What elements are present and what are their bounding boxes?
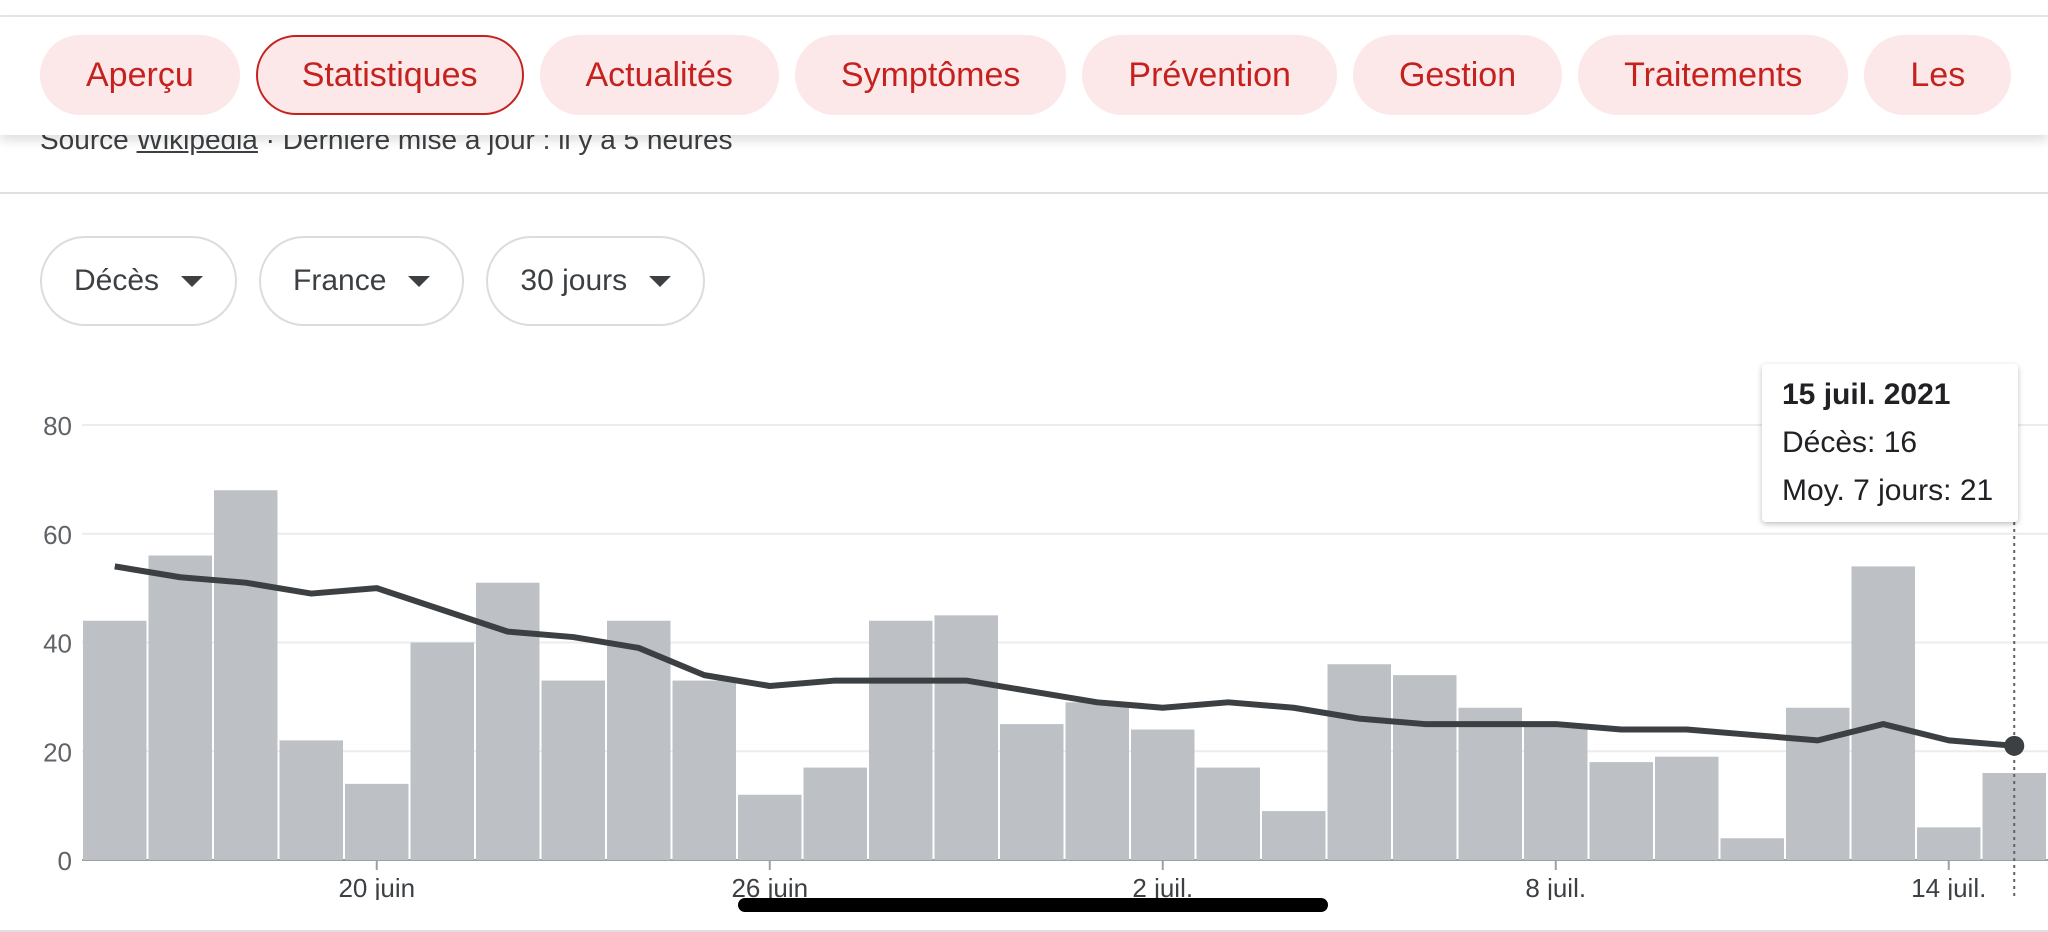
chevron-down-icon (408, 275, 431, 287)
bar (410, 642, 474, 860)
chevron-down-icon (649, 275, 672, 287)
tab-5[interactable]: Gestion (1352, 35, 1563, 115)
bar (345, 783, 409, 860)
bar (1851, 566, 1915, 860)
bar (1065, 702, 1129, 860)
y-tick-label: 40 (43, 629, 72, 659)
bar (934, 615, 998, 860)
bar (1589, 762, 1653, 860)
x-tick-label: 14 juil. (1911, 873, 1986, 900)
x-tick-label: 26 juin (731, 873, 808, 900)
topic-tabs: Aperçu Statistiques Actualités Symptômes Pré… (40, 35, 2012, 115)
topic-tab-bar: Aperçu Statistiques Actualités Symptômes Pré… (0, 17, 2048, 135)
bar (541, 680, 605, 860)
bar (1917, 827, 1981, 860)
bar (803, 767, 867, 860)
tab-3[interactable]: Symptômes (794, 35, 1067, 115)
deaths-chart[interactable]: 0 20 40 60 80 20 juin 26 juin 2 juil. 8 juil. 14 … (0, 360, 2048, 900)
y-tick-label: 80 (43, 411, 72, 441)
average-line (114, 563, 2015, 749)
tooltip-average: Moy. 7 jours: 21 (1782, 474, 1994, 507)
filter-chips: Décès France 30 jours (40, 236, 706, 326)
bar (1000, 724, 1064, 860)
tab-7[interactable]: Les (1864, 35, 2012, 115)
bar (1786, 707, 1850, 860)
bar (1262, 811, 1326, 860)
highlight-point (2004, 735, 2025, 756)
top-divider (0, 15, 2048, 17)
section-divider (0, 192, 2048, 194)
home-indicator[interactable] (738, 898, 1328, 912)
bar (1131, 729, 1195, 860)
x-tick-label: 8 juil. (1525, 873, 1586, 900)
metric-dropdown[interactable]: Décès (40, 236, 238, 326)
bar (83, 620, 147, 860)
bottom-divider (0, 930, 2048, 932)
y-tick-label: 20 (43, 737, 72, 767)
bar (1458, 707, 1522, 860)
bar (1393, 675, 1457, 860)
tab-1[interactable]: Statistiques (255, 35, 524, 115)
bar (1196, 767, 1260, 860)
y-tick-label: 60 (43, 520, 72, 550)
region-label: France (293, 264, 387, 297)
period-label: 30 jours (520, 264, 628, 297)
bar (1720, 838, 1784, 860)
tab-0[interactable]: Aperçu (40, 35, 240, 115)
bar (214, 490, 278, 860)
bar (1327, 664, 1391, 860)
region-dropdown[interactable]: France (259, 236, 465, 326)
bar (672, 680, 736, 860)
tooltip-date: 15 juil. 2021 (1782, 378, 1951, 411)
bar (607, 620, 671, 860)
x-tick-label: 20 juin (338, 873, 415, 900)
tab-2[interactable]: Actualités (539, 35, 779, 115)
y-tick-label: 0 (58, 846, 72, 876)
bar (1655, 756, 1719, 860)
bar (148, 555, 212, 860)
bar (869, 620, 933, 860)
tab-4[interactable]: Prévention (1082, 35, 1337, 115)
tab-6[interactable]: Traitements (1578, 35, 1849, 115)
tooltip-deaths: Décès: 16 (1782, 426, 1918, 459)
bar (279, 740, 343, 860)
x-tick-label: 2 juil. (1132, 873, 1193, 900)
bar (1524, 724, 1588, 860)
bar (738, 794, 802, 860)
metric-label: Décès (74, 264, 160, 297)
period-dropdown[interactable]: 30 jours (486, 236, 706, 326)
chart-tooltip: 15 juil. 2021 Décès: 16 Moy. 7 jours: 21 (1762, 364, 2018, 522)
chevron-down-icon (181, 275, 204, 287)
